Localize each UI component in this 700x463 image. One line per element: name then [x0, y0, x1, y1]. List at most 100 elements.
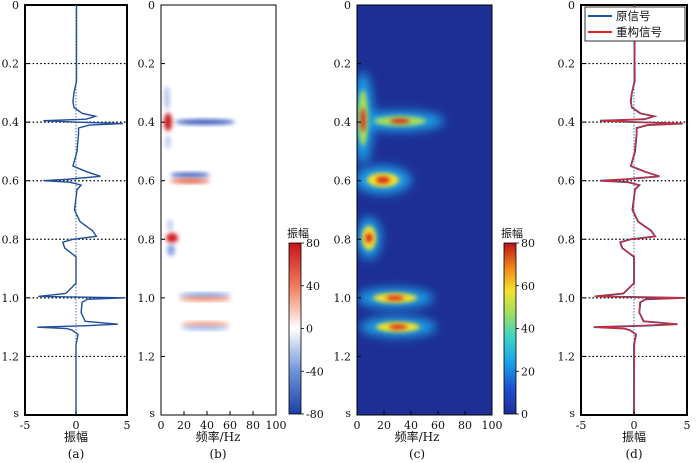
panel-b: 00.20.40.60.81.01.2s 0 20 40 60 80 100 频率/Hz …	[138, 0, 324, 461]
panel-b-background	[161, 5, 276, 415]
panel-c-caption: (c)	[409, 447, 425, 461]
panel-b-blob-0.35-blue	[164, 86, 170, 110]
panel-b-colorbar-label: -80	[306, 408, 324, 421]
panel-b-heatmap	[164, 86, 235, 330]
panel-c-heatmap	[357, 72, 444, 337]
panel-b-blob-0.75-blue	[167, 219, 173, 231]
panel-b-xlabel: 频率/Hz	[196, 429, 241, 444]
panel-d-y-unit: s	[569, 407, 575, 420]
panel-b-caption: (b)	[209, 447, 226, 461]
panel-c-frame	[356, 4, 493, 416]
panel-c-colorbar-label: 60	[521, 280, 535, 293]
panel-d-xtick-label: 5	[684, 419, 691, 432]
panel-d-ytick-label: 1.0	[558, 292, 576, 305]
panel-b-colorbar-title: 振幅	[287, 226, 309, 240]
panel-c-colorbar-label: 0	[521, 408, 528, 421]
panel-b-colorbar-label: -40	[306, 365, 324, 378]
panel-b-blob-0.4-low	[164, 113, 172, 131]
panel-d-ytick-label: 0.8	[558, 233, 576, 246]
panel-c-ytick-label: 1.2	[334, 350, 352, 363]
panel-d-ytick-label: 0	[568, 0, 575, 12]
panel-a-ytick-label: 0	[12, 0, 19, 12]
panel-b-xticks: 0 20 40 60 80 100	[158, 411, 287, 432]
panel-c-ytick-label: 0.4	[334, 116, 352, 129]
panel-b-ytick-label: 1.0	[138, 292, 156, 305]
panel-c-ytick-label: 0.8	[334, 233, 352, 246]
panel-c-peak-0.4-low	[360, 108, 366, 132]
panel-b-yticks: 0 0.2 0.4 0.6 0.8 1.0 1.2 s	[138, 0, 165, 420]
panel-b-blob-0.45-blue	[165, 135, 171, 149]
panel-b-ytick-label: 0.4	[138, 116, 156, 129]
panel-c-xtick-label: 40	[404, 419, 418, 432]
panel-c-peak-0.4-high	[390, 118, 410, 124]
panel-b-blob-0.8-red	[166, 233, 178, 243]
panel-b-blob-1.0-blue	[179, 293, 231, 297]
panel-d-ytick-label: 0.6	[558, 175, 576, 188]
panel-d-ytick-label: 1.2	[558, 350, 576, 363]
panel-a-ytick-label: 1.2	[2, 350, 20, 363]
panel-c-xtick-label: 80	[458, 419, 472, 432]
panel-d-legend: 原信号 重构信号	[584, 6, 686, 42]
panel-b-xtick-label: 60	[223, 419, 237, 432]
panel-a-caption: (a)	[68, 447, 85, 461]
panel-b-y-unit: s	[149, 407, 155, 420]
legend-label-original: 原信号	[616, 9, 651, 23]
panel-d-reconstructed-trace	[593, 4, 686, 416]
panel-d-ytick-label: 0.4	[558, 116, 576, 129]
panel-b-ytick-label: 0.2	[138, 58, 156, 71]
panel-c: 00.20.40.60.81.01.2s 0 20 40 60 80 100 频率/Hz …	[334, 0, 536, 461]
panel-b-ytick-label: 0	[148, 0, 155, 12]
panel-b-colorbar	[288, 242, 302, 415]
panel-c-peak-1.0	[386, 295, 404, 301]
panel-c-ytick-label: 1.0	[334, 292, 352, 305]
panel-a-ytick-label: 0.4	[2, 116, 20, 129]
panel-b-xtick-label: 80	[246, 419, 260, 432]
panel-a-xlabel: 振幅	[64, 429, 88, 444]
panel-d-ytick-label: 0.2	[558, 58, 576, 71]
panel-c-colorbar-ticks: 80 60 40 20 0	[516, 237, 535, 421]
panel-d-xticks: -5 0 5	[576, 411, 691, 432]
panel-a-xtick-label: 5	[124, 419, 131, 432]
panel-c-colorbar-label: 20	[521, 365, 535, 378]
panel-b-colorbar-label: 40	[306, 280, 320, 293]
panel-c-colorbar	[503, 242, 517, 415]
panel-b-ytick-label: 0.6	[138, 175, 156, 188]
panel-d-xtick-label: -5	[576, 419, 587, 432]
panel-b-xtick-label: 100	[266, 419, 287, 432]
panel-a-ytick-label: 0.8	[2, 233, 20, 246]
panel-d-xtick-label: 0	[631, 419, 638, 432]
panel-c-xtick-label: 100	[482, 419, 503, 432]
panel-d-legend-box	[584, 6, 686, 42]
panel-b-colorbar-ticks: 80 40 0 -40 -80	[301, 237, 324, 421]
panel-c-colorbar-label: 80	[521, 237, 535, 250]
panel-c-ytick-label: 0.2	[334, 58, 352, 71]
panel-a-ytick-label: 0.2	[2, 58, 20, 71]
panel-b-colorbar-label: 80	[306, 237, 320, 250]
panel-a-ytick-label: 1.0	[2, 292, 20, 305]
panel-c-yticks: 0 0.2 0.4 0.6 0.8 1.0 1.2 s	[334, 0, 361, 420]
panel-b-xtick-label: 20	[177, 419, 191, 432]
panel-d-caption: (d)	[625, 447, 642, 461]
panel-a-xticks: -5 0 5	[20, 411, 131, 432]
panel-c-xtick-label: 20	[377, 419, 391, 432]
panel-d-xlabel: 振幅	[622, 429, 646, 444]
panel-c-peak-0.8	[365, 233, 373, 243]
panel-b-blob-1.0-red	[179, 297, 231, 301]
panel-b-blob-0.6-blue	[170, 172, 210, 178]
panel-c-background	[357, 5, 492, 415]
panel-c-xticks: 0 20 40 60 80 100	[354, 411, 503, 432]
panel-b-blob-0.4-high	[175, 119, 235, 125]
panel-c-colorbar-title: 振幅	[501, 226, 523, 240]
panel-b-frame	[160, 4, 277, 416]
panel-c-xlabel: 频率/Hz	[395, 429, 440, 444]
panel-a-y-unit: s	[13, 407, 19, 420]
panel-c-ytick-label: 0.6	[334, 175, 352, 188]
panel-b-ytick-label: 0.8	[138, 233, 156, 246]
panel-a-trace	[37, 5, 125, 415]
panel-b-xtick-label: 40	[200, 419, 214, 432]
panel-c-ytick-label: 0	[344, 0, 351, 12]
panel-c-y-unit: s	[345, 407, 351, 420]
panel-a-xtick-label: -5	[20, 419, 31, 432]
panel-b-blob-1.1-red	[181, 322, 229, 326]
